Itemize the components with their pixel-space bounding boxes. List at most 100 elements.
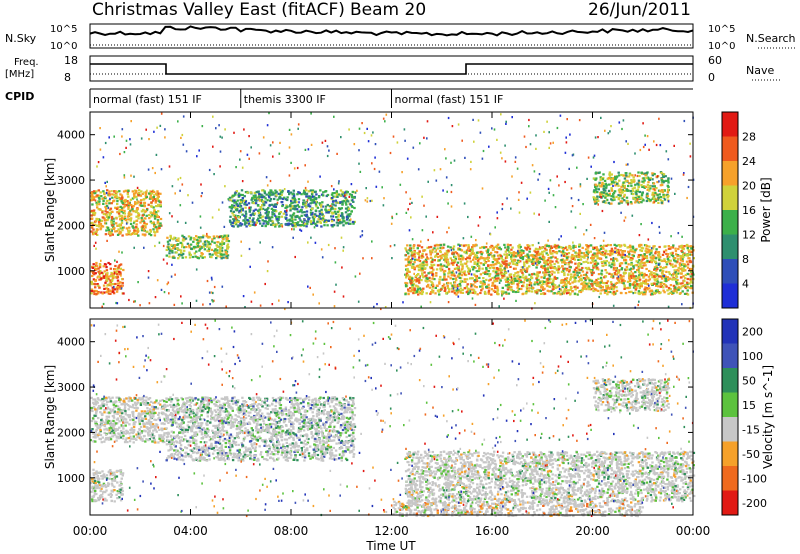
echo-cell [434,286,437,289]
echo-cell [456,284,459,288]
echo-cell [176,247,179,250]
echo-cell [472,252,476,255]
scatter-cell [420,240,422,243]
echo-cell [652,275,656,278]
echo-cell [320,211,323,214]
echo-cell [305,206,308,209]
echo-cell [335,221,339,224]
echo-cell [455,293,458,296]
echo-cell [505,264,508,267]
echo-cell [590,288,593,291]
echo-cell [330,193,334,196]
echo-cell [251,219,254,222]
echo-cell [459,260,463,263]
echo-cell [121,217,125,220]
echo-cell [600,191,603,194]
echo-cell [635,280,638,283]
echo-cell [508,262,512,265]
echo-cell [225,234,228,237]
echo-cell [496,289,500,292]
echo-cell [573,278,577,281]
echo-cell [503,260,507,263]
echo-cell [152,221,155,224]
scatter-cell [565,136,567,139]
scatter-cell [516,167,519,170]
echo-cell [581,287,585,290]
noise-left-tick-top: 10^5 [50,24,77,35]
echo-cell [637,256,640,259]
echo-cell [647,279,650,282]
scatter-cell [199,215,202,218]
echo-cell [504,250,507,253]
echo-cell [651,172,654,175]
scatter-cell [501,157,503,160]
echo-cell [573,268,577,271]
echo-cell [513,277,517,280]
echo-cell [128,226,131,229]
echo-cell [556,277,559,280]
echo-cell [327,219,330,222]
echo-cell [662,286,665,289]
scatter-cell [200,183,202,186]
echo-cell [659,282,662,285]
echo-cell [454,259,457,262]
freq-left-tick-top: 18 [64,54,78,67]
echo-cell [552,285,555,288]
echo-cell [461,265,464,268]
scatter-cell [179,204,182,207]
echo-cell [291,196,294,199]
echo-cell [484,271,487,274]
scatter-cell [121,135,123,138]
echo-cell [417,293,420,296]
echo-cell [323,221,326,224]
echo-cell [617,184,620,187]
echo-cell [434,292,437,295]
echo-cell [667,177,670,180]
echo-cell [541,257,544,260]
scatter-cell [206,232,208,236]
echo-cell [478,268,481,271]
echo-cell [603,179,607,182]
echo-cell [267,206,270,210]
echo-cell [105,266,108,269]
echo-cell [617,198,620,201]
scatter-cell [111,229,113,232]
echo-cell [260,199,263,202]
echo-cell [123,212,126,215]
echo-cell [661,253,665,256]
echo-cell [214,251,217,254]
echo-cell [112,274,115,277]
echo-cell [93,292,96,296]
echo-cell [543,280,546,283]
echo-cell [516,284,520,287]
echo-cell [116,233,120,236]
echo-cell [557,246,561,249]
echo-cell [553,251,557,254]
scatter-cell [182,115,185,118]
scatter-cell [212,145,214,148]
scatter-cell [133,300,135,303]
echo-cell [644,286,647,289]
echo-cell [608,171,612,174]
echo-cell [339,208,342,211]
echo-cell [110,221,114,225]
scatter-cell [104,222,106,225]
echo-cell [689,278,692,281]
echo-cell [636,277,639,280]
echo-cell [554,256,557,259]
echo-cell [655,187,658,190]
echo-cell [136,208,139,211]
echo-cell [556,292,559,295]
echo-cell [572,244,575,247]
echo-cell [633,280,637,283]
echo-cell [673,269,676,272]
echo-cell [468,249,471,252]
echo-cell [430,266,434,269]
echo-cell [196,239,199,242]
echo-cell [119,281,122,284]
echo-cell [475,279,479,283]
echo-cell [94,232,98,235]
scatter-cell [531,164,534,167]
scatter-cell [642,145,645,149]
